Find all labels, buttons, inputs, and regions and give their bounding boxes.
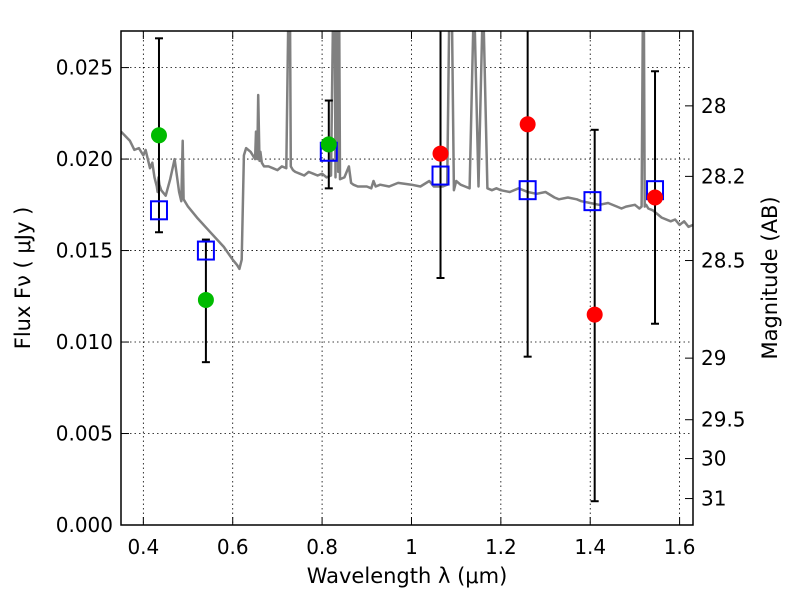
data-point — [320, 136, 337, 153]
spectrum-line — [121, 31, 693, 271]
model-square — [583, 191, 602, 212]
observed-point-layer — [150, 116, 664, 323]
model-square — [518, 180, 537, 201]
data-point — [647, 189, 664, 206]
y2-axis-title: Magnitude (AB) — [758, 196, 782, 359]
errorbar-layer — [154, 31, 660, 503]
spectrum-layer — [121, 31, 693, 271]
y-tick-label: 0.015 — [56, 239, 113, 263]
y-tick-label: 0.010 — [56, 330, 113, 354]
y-tick-label: 0.025 — [56, 56, 113, 80]
x-tick-label: 1 — [405, 535, 418, 559]
y2-tick-label: 28 — [701, 94, 726, 118]
y-tick-label: 0.000 — [56, 513, 113, 537]
data-point — [197, 291, 214, 308]
y-tick-label: 0.005 — [56, 422, 113, 446]
tick-layer — [121, 31, 693, 526]
data-point — [432, 145, 449, 162]
data-point — [519, 116, 536, 133]
x-tick-label: 0.6 — [217, 535, 249, 559]
y2-tick-label: 29 — [701, 346, 726, 370]
y2-tick-label: 29.5 — [701, 408, 746, 432]
x-tick-label: 1.2 — [485, 535, 517, 559]
y2-tick-label: 30 — [701, 447, 726, 471]
x-axis-title: Wavelength λ (μm) — [307, 564, 508, 588]
x-tick-label: 0.4 — [127, 535, 159, 559]
plot-frame — [120, 30, 694, 526]
x-tick-label: 1.4 — [574, 535, 606, 559]
x-tick-label: 1.6 — [664, 535, 696, 559]
data-point — [150, 127, 167, 144]
y2-tick-label: 28.5 — [701, 249, 746, 273]
model-square — [149, 200, 168, 221]
x-tick-label: 0.8 — [306, 535, 338, 559]
y2-tick-label: 31 — [701, 487, 726, 511]
label-layer: 0.4 0.6 0.8 1 1.2 1.4 1.6 0.000 0.005 0.010 0.015 0… — [11, 56, 782, 588]
y-axis-title: Flux Fν ( μJy ) — [11, 207, 35, 350]
y-tick-label: 0.020 — [56, 147, 113, 171]
data-point — [586, 306, 603, 323]
model-square — [196, 240, 215, 261]
model-square — [431, 165, 450, 186]
y2-tick-label: 28.2 — [701, 164, 746, 188]
